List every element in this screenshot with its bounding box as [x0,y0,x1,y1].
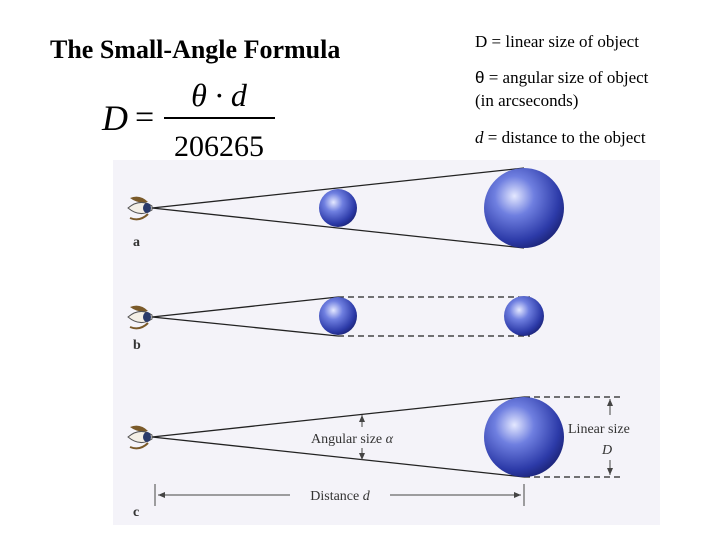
symbol: D [475,32,487,51]
definition: θ = angular size of object [475,68,649,87]
definitions: D = linear size of object θ = angular si… [475,32,649,147]
symbol: θ [475,68,484,87]
symbol: d [363,489,371,504]
label: Angular size [311,432,382,447]
definition-text: = distance to the object [488,128,646,147]
figure-labels: a b c Angular size α Linear size D Dista… [133,235,630,520]
formula: D = θ · d 206265 [101,77,275,163]
definition: D = linear size of object [475,32,639,51]
figure: a b c Angular size α Linear size D Dista… [113,160,660,525]
distance-label: Distance d [310,489,370,504]
linear-size-label: Linear size [568,422,630,437]
definition-note: (in arcseconds) [475,91,578,110]
figure-background [113,160,660,525]
definition-text: = angular size of object [489,68,649,87]
symbol: d [475,128,484,147]
sight-lines [151,167,622,478]
title: The Small-Angle Formula [50,35,340,64]
angular-size-label: Angular size α [311,432,394,447]
symbol: α [386,432,394,447]
label: Distance [310,489,359,504]
panel-label: a [133,235,140,250]
linear-size-symbol: D [601,443,612,458]
definition: d = distance to the object [475,128,646,147]
formula-lhs: D [101,98,128,138]
spheres [319,168,564,477]
definition-text: = linear size of object [492,32,640,51]
formula-numerator: θ · d [191,77,248,113]
formula-denominator: 206265 [174,130,264,163]
arrows [154,399,613,506]
panel-label: b [133,338,141,353]
formula-equals: = [135,99,154,136]
panel-label: c [133,505,139,520]
